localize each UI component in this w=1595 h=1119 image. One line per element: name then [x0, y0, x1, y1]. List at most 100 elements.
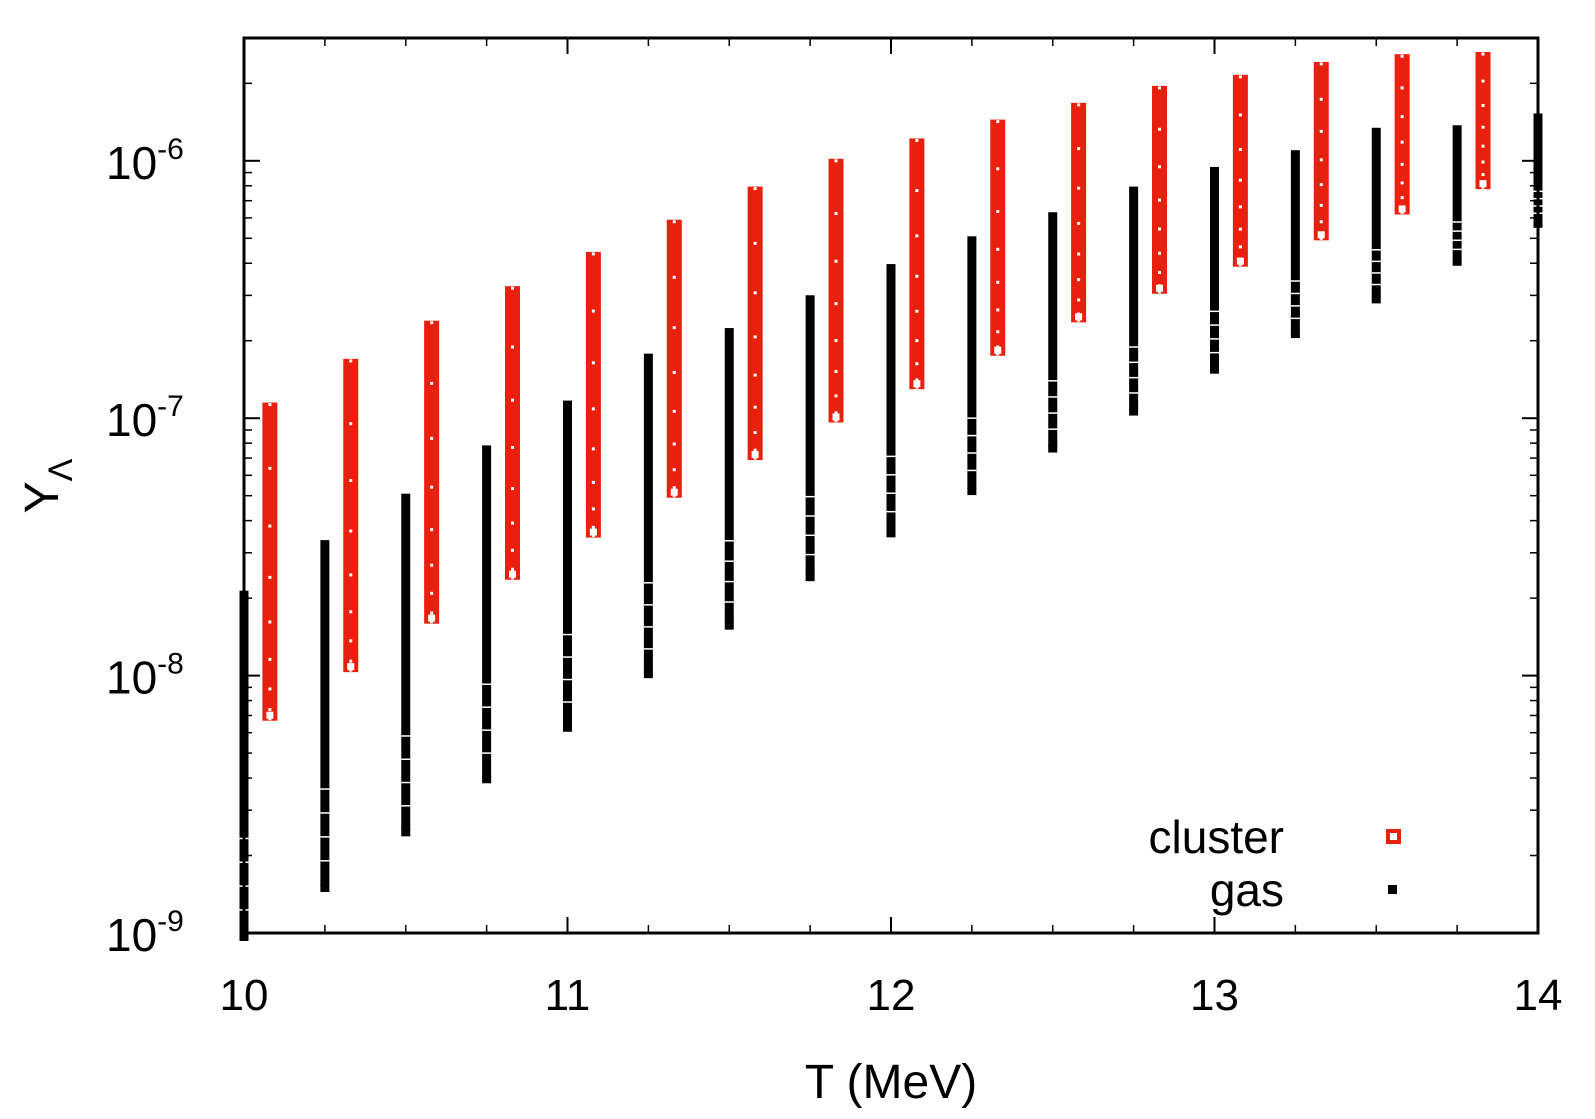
gas-point-gap: [482, 683, 492, 685]
gas-column: [1452, 125, 1462, 260]
cluster-point: [1400, 115, 1404, 119]
cluster-point: [915, 234, 919, 238]
gas-min-marker: [1048, 444, 1058, 453]
gas-point-gap: [724, 540, 734, 542]
cluster-column: [1071, 102, 1087, 323]
gas-point-gap: [724, 560, 734, 562]
cluster-min-marker: [1479, 180, 1487, 188]
gas-column: [1048, 212, 1058, 447]
gas-column: [1290, 150, 1300, 333]
gas-min-marker: [401, 828, 411, 837]
cluster-point: [268, 403, 272, 407]
gas-point-gap: [805, 515, 815, 517]
cluster-point: [591, 507, 595, 511]
gas-point-gap: [1129, 376, 1139, 379]
cluster-point: [672, 326, 676, 330]
y-axis-title: YΛ: [16, 458, 80, 513]
cluster-point: [268, 524, 272, 528]
gas-column: [320, 540, 330, 887]
gas-point-gap: [401, 805, 411, 807]
cluster-point: [1319, 97, 1323, 101]
cluster-point: [753, 241, 757, 245]
gas-column: [724, 328, 734, 624]
cluster-point: [1077, 147, 1081, 151]
gas-point-gap: [482, 729, 492, 731]
gas-point-gap: [320, 836, 330, 838]
gas-point-gap: [1452, 230, 1462, 232]
cluster-point: [591, 361, 595, 365]
gas-point-gap: [320, 812, 330, 814]
cluster-point: [1158, 127, 1162, 131]
cluster-point: [915, 339, 919, 343]
cluster-point: [1481, 173, 1485, 177]
gas-column: [401, 493, 411, 831]
gas-point-gap: [1290, 305, 1300, 307]
cluster-point: [268, 575, 272, 579]
cluster-point: [1077, 252, 1081, 256]
cluster-point: [834, 394, 838, 398]
gas-point-gap: [401, 758, 411, 760]
gas-column: [1210, 166, 1219, 368]
legend-label-gas: gas: [1210, 864, 1284, 916]
gas-point-gap: [967, 417, 977, 419]
cluster-column: [1232, 74, 1248, 267]
cluster-point: [1077, 298, 1081, 302]
series-gas: [239, 113, 1543, 941]
cluster-point: [915, 189, 919, 193]
cluster-column: [990, 119, 1006, 356]
gas-column: [967, 236, 977, 490]
cluster-point: [1077, 103, 1081, 107]
gas-column: [1371, 127, 1381, 298]
cluster-point: [672, 409, 676, 413]
cluster-min-marker: [751, 451, 759, 459]
cluster-column: [1475, 51, 1491, 190]
gas-point-gap: [1048, 412, 1058, 414]
gas-point-gap: [1210, 338, 1219, 340]
cluster-point: [915, 309, 919, 313]
cluster-point: [591, 407, 595, 411]
gas-min-marker: [1452, 257, 1462, 266]
cluster-point: [672, 442, 676, 446]
cluster-column: [666, 219, 682, 498]
cluster-point: [1158, 198, 1162, 202]
y-tick-label-base: 10: [106, 909, 157, 961]
cluster-point: [1238, 227, 1242, 231]
cluster-point: [753, 373, 757, 377]
x-tick-label: 12: [867, 971, 916, 1020]
gas-point-gap: [1290, 280, 1300, 282]
y-tick-label: 10-9: [106, 905, 184, 961]
gas-point-gap: [1371, 249, 1381, 251]
cluster-min-marker: [1156, 284, 1164, 292]
y-tick-label-exponent: -8: [157, 648, 184, 681]
gas-point-gap: [563, 656, 572, 658]
cluster-point: [591, 447, 595, 451]
gas-point-gap: [1452, 221, 1462, 223]
cluster-point: [1238, 113, 1242, 117]
cluster-point: [834, 212, 838, 216]
gas-point-gap: [967, 469, 977, 472]
gas-point-gap: [724, 580, 734, 583]
cluster-point: [1238, 178, 1242, 182]
y-tick-label-base: 10: [106, 652, 157, 704]
gas-point-gap: [1129, 346, 1139, 348]
cluster-point: [672, 486, 676, 490]
gas-column: [563, 400, 572, 726]
gas-point-gap: [563, 701, 572, 703]
cluster-point: [349, 610, 353, 614]
cluster-min-marker: [589, 528, 597, 536]
gas-point-gap: [724, 601, 734, 603]
x-tick-label: 14: [1514, 971, 1563, 1020]
cluster-point: [1238, 147, 1242, 151]
gas-point-gap: [1452, 248, 1462, 251]
cluster-point: [511, 446, 515, 450]
gas-point-gap: [1290, 317, 1300, 320]
cluster-point: [1400, 181, 1404, 185]
cluster-point: [1400, 54, 1404, 58]
cluster-point: [753, 291, 757, 295]
gas-point-gap: [1371, 283, 1381, 286]
cluster-point: [430, 381, 434, 385]
cluster-column: [343, 358, 359, 673]
gas-point-gap: [1129, 392, 1139, 394]
cluster-min-marker: [670, 488, 678, 496]
legend-marker-cluster-inner: [1390, 833, 1397, 840]
